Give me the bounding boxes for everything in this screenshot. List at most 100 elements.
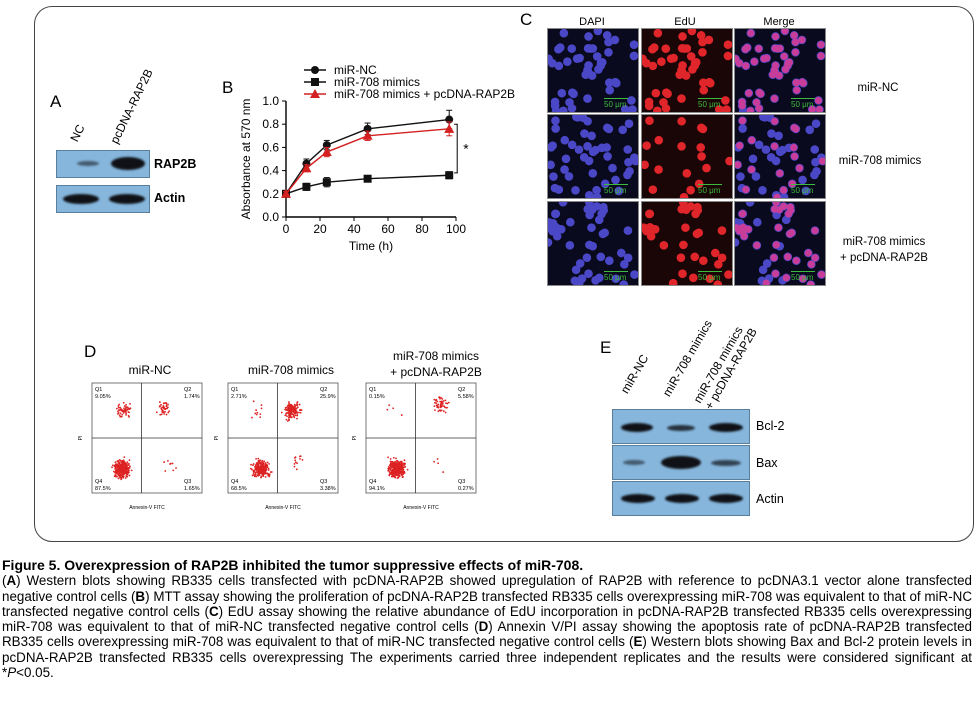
merged-nucleus [755,89,763,97]
band [63,194,99,204]
event-dot [123,466,126,469]
event-dot [121,413,124,416]
nucleus [748,154,758,164]
band [709,494,743,503]
event-dot [122,472,125,475]
event-dot [117,467,120,469]
merged-nucleus [774,224,783,232]
event-dot [125,403,127,406]
actin-label-e: Actin [756,492,784,506]
event-dot [263,472,266,475]
mtt-line-chart: 0 20 40 60 80 100 0.0 0.2 0.4 0.6 0.8 1.0 Time (h) Ab… [239,63,515,253]
event-dot [294,414,297,417]
event-dot [127,462,130,465]
scale-bar [698,98,722,99]
event-dot [252,472,255,474]
event-dot [169,462,172,465]
nucleus [549,172,558,181]
merged-nucleus [745,89,753,97]
event-dot [259,416,262,419]
merged-nucleus [780,52,788,61]
panel-e-letter: E [600,338,612,357]
merged-nucleus [790,143,798,152]
event-dot [296,414,299,417]
nucleus [563,57,572,66]
event-dot [293,465,296,468]
nucleus [745,202,755,207]
scale-label: 50 μm [698,186,721,195]
nucleus [583,142,592,151]
y-tick-label: 0.2 [262,187,279,201]
merged-nucleus [770,142,779,150]
edu-nucleus [714,105,724,112]
event-dot [120,408,123,411]
legend-label: miR-NC [334,63,377,77]
event-dot [291,408,294,411]
merged-nucleus [753,241,761,249]
event-dot [296,413,299,415]
rap2b-label: RAP2B [154,157,197,171]
event-dot [255,462,258,464]
edu-nucleus [646,231,656,241]
micrograph: 50 μm [641,28,733,113]
edu-nucleus [678,61,687,70]
event-dot [301,459,304,461]
merged-nucleus [775,71,783,80]
nucleus [761,145,771,154]
flow-title-1: miR-NC [128,363,172,377]
nucleus [618,125,628,135]
scale-label: 50 μm [791,100,814,109]
y-axis-label: PI [214,436,220,441]
nucleus [758,186,767,195]
band [111,157,145,170]
q1-name: Q1 [95,387,102,393]
merged-nucleus [792,79,800,87]
event-dot [290,410,292,413]
q1-name: Q1 [369,387,376,393]
event-dot [252,474,255,476]
event-dot [387,467,390,470]
event-dot [285,418,288,421]
event-dot [162,402,165,405]
merged-nucleus [776,169,784,177]
event-dot [128,469,130,472]
event-dot [122,476,125,479]
event-dot [395,462,397,465]
event-dot [251,416,253,419]
merged-nucleus [735,161,742,169]
event-dot [122,401,125,404]
edu-nucleus [689,273,698,283]
event-dot [125,413,127,416]
event-dot [298,403,301,406]
event-dot [158,405,161,408]
event-dot [113,465,116,468]
merged-nucleus [755,104,763,112]
event-dot [287,416,290,419]
nucleus [811,119,821,129]
event-dot [288,405,291,408]
event-dot [161,411,164,414]
event-dot [392,407,395,410]
nucleus [584,156,594,166]
merged-nucleus [781,29,789,35]
event-dot [290,416,293,418]
edu-nucleus [705,274,715,284]
nucleus [555,43,565,52]
event-dot [114,471,116,474]
event-dot [259,467,262,470]
event-dot [120,478,123,481]
data-point [302,182,311,191]
event-dot [121,464,124,466]
x-tick-label: 100 [446,222,466,236]
merged-nucleus [804,249,812,257]
event-dot [394,475,396,478]
edu-nucleus [678,32,687,41]
band [711,460,741,466]
event-dot [127,414,130,417]
micrograph: 50 μm [641,201,733,286]
edu-nucleus [693,202,702,212]
micrograph: 50 μm [734,114,826,199]
cells [642,202,732,285]
cells [735,115,825,198]
